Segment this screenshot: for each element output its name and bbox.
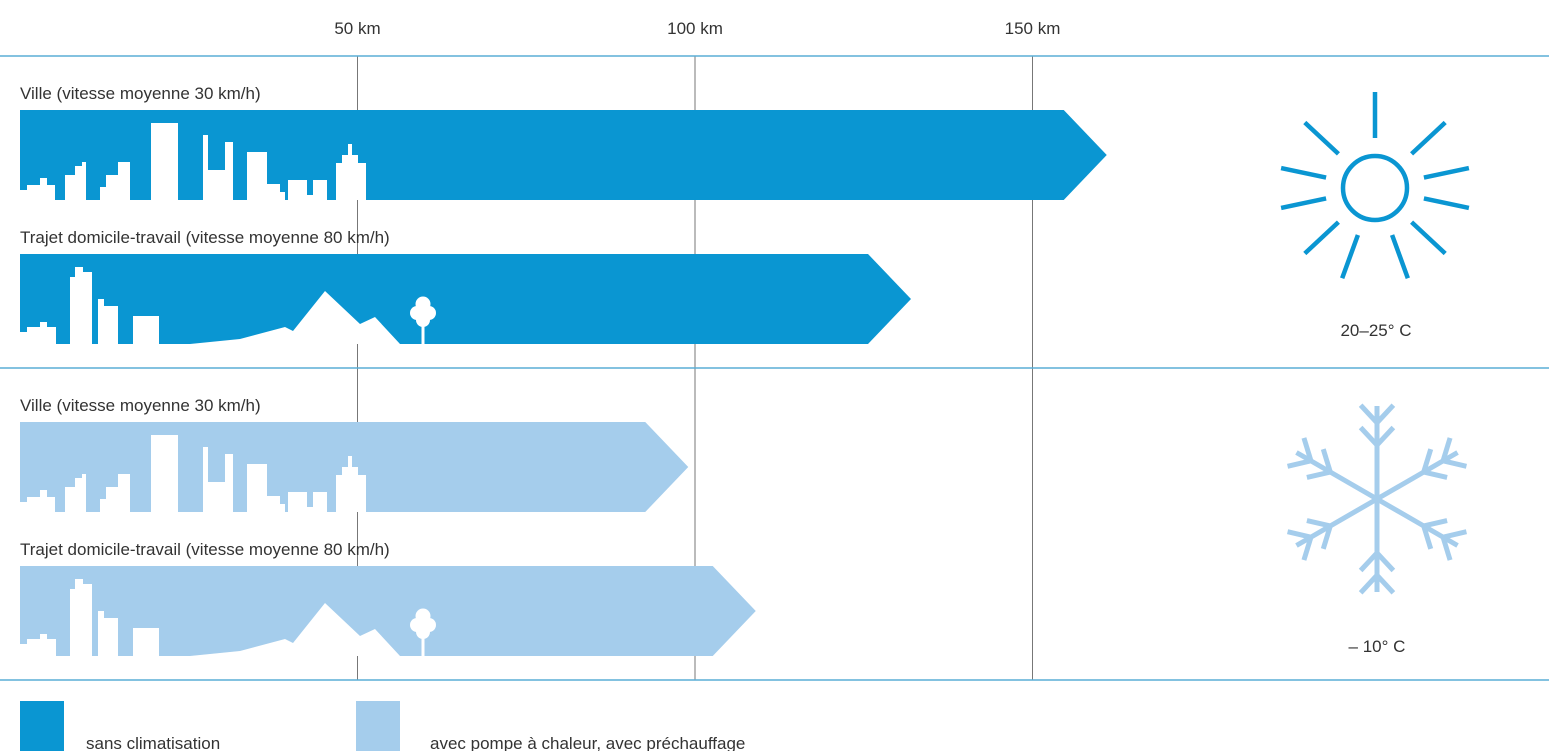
tree-icon bbox=[421, 324, 425, 344]
temperature-icons: 20–25° C – 10° C bbox=[1280, 92, 1470, 656]
snowflake-icon bbox=[1375, 573, 1396, 595]
snowflake-icon bbox=[1423, 518, 1448, 529]
snowflake-icon bbox=[1421, 525, 1434, 550]
legend-label-1: avec pompe à chaleur, avec préchauffage bbox=[430, 734, 745, 751]
sun-icon bbox=[1410, 120, 1447, 156]
x-axis-ticks: 50 km 100 km 150 km bbox=[334, 19, 1060, 38]
legend-label-0: sans climatisation bbox=[86, 734, 220, 751]
sun-icon bbox=[1340, 234, 1361, 279]
snowflake-icon bbox=[1358, 573, 1379, 595]
snowflake-icon bbox=[1358, 551, 1379, 573]
snowflake-icon bbox=[1301, 536, 1314, 561]
bar-city-0 bbox=[20, 110, 1107, 200]
legend: sans climatisation avec pompe à chaleur, … bbox=[20, 701, 745, 751]
tree-icon bbox=[416, 625, 430, 639]
row-label: Trajet domicile-travail (vitesse moyenne… bbox=[20, 540, 390, 559]
sun-icon bbox=[1410, 220, 1447, 256]
snowflake-icon bbox=[1306, 469, 1331, 480]
sun-icon bbox=[1280, 165, 1327, 180]
sun-icon bbox=[1303, 220, 1340, 256]
sun-icon bbox=[1423, 165, 1470, 180]
snowflake-icon bbox=[1306, 518, 1331, 529]
snowflake-icon bbox=[1320, 448, 1333, 473]
row-label: Trajet domicile-travail (vitesse moyenne… bbox=[20, 228, 390, 247]
snowflake-icon bbox=[1442, 458, 1467, 469]
snowflake-icon bbox=[1320, 525, 1333, 550]
snowflake-icon bbox=[1375, 425, 1396, 447]
sun-icon bbox=[1280, 196, 1327, 211]
skyline-commute bbox=[20, 579, 400, 656]
snowflake-icon bbox=[1375, 551, 1396, 573]
snowflake-icon bbox=[1375, 403, 1396, 425]
snowflake-icon bbox=[1287, 458, 1312, 469]
snowflake-icon bbox=[1423, 469, 1448, 480]
skyline-commute bbox=[20, 267, 400, 344]
tree-icon bbox=[416, 313, 430, 327]
tick-label-150: 150 km bbox=[1005, 19, 1061, 38]
temperature-label-warm: 20–25° C bbox=[1340, 321, 1411, 340]
skyline-city bbox=[20, 123, 366, 200]
row-label: Ville (vitesse moyenne 30 km/h) bbox=[20, 84, 261, 103]
bar-commute-1 bbox=[20, 566, 756, 656]
snowflake-icon bbox=[1440, 536, 1453, 561]
snowflake-icon bbox=[1358, 403, 1379, 425]
row-label: Ville (vitesse moyenne 30 km/h) bbox=[20, 396, 261, 415]
legend-swatch-0 bbox=[20, 701, 64, 751]
snowflake-icon bbox=[1440, 437, 1453, 462]
snowflake-icon bbox=[1421, 448, 1434, 473]
sun-icon bbox=[1389, 234, 1410, 279]
sun-icon bbox=[1340, 153, 1410, 223]
tree-icon bbox=[421, 636, 425, 656]
sun-icon bbox=[1303, 120, 1340, 156]
snowflake-icon bbox=[1287, 529, 1312, 540]
sun-icon bbox=[1423, 196, 1470, 211]
legend-swatch-1 bbox=[356, 701, 400, 751]
temperature-label-cold: – 10° C bbox=[1349, 637, 1406, 656]
skyline-city bbox=[20, 435, 366, 512]
separator-rules bbox=[0, 55, 1549, 681]
snowflake-icon bbox=[1301, 437, 1314, 462]
snowflake-icon bbox=[1442, 529, 1467, 540]
bar-commute-0 bbox=[20, 254, 911, 344]
snowflake-icon bbox=[1358, 425, 1379, 447]
tick-label-100: 100 km bbox=[667, 19, 723, 38]
tick-label-50: 50 km bbox=[334, 19, 380, 38]
bars: Ville (vitesse moyenne 30 km/h) Trajet do… bbox=[20, 84, 1107, 656]
